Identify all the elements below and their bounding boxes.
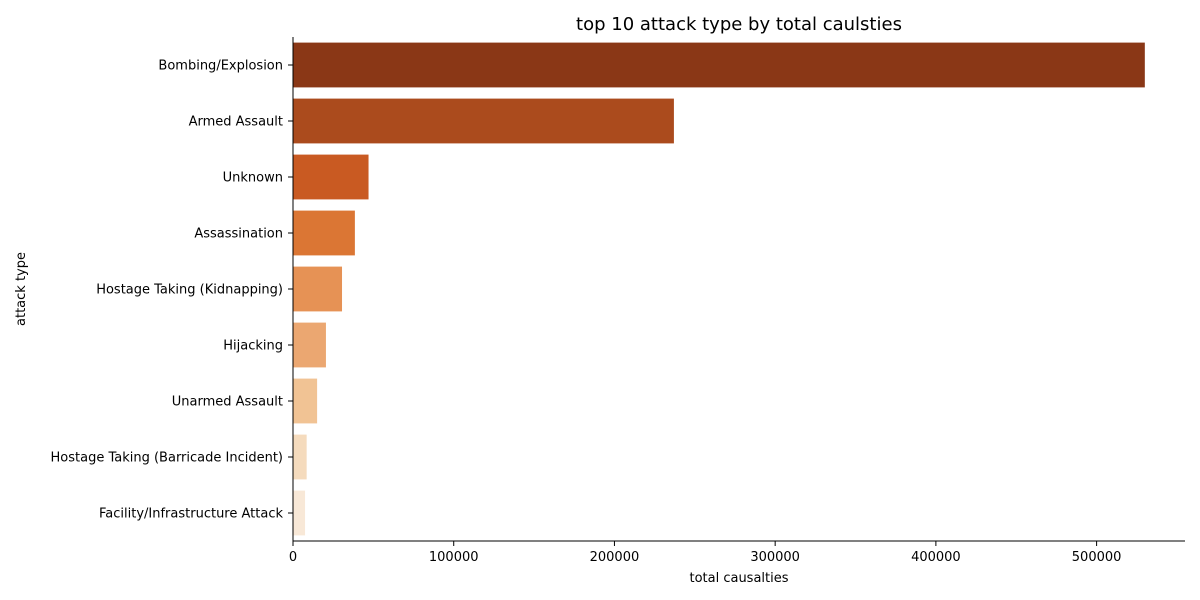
y-axis-label: attack type — [14, 252, 29, 326]
x-axis-label: total causalties — [689, 571, 788, 586]
y-tick-label: Hostage Taking (Kidnapping) — [96, 283, 283, 298]
x-tick-label: 500000 — [1072, 550, 1122, 565]
bar — [293, 154, 369, 200]
y-tick-label: Unknown — [223, 171, 283, 186]
y-tick-label: Unarmed Assault — [172, 395, 283, 410]
bar — [293, 210, 355, 256]
chart-title: top 10 attack type by total caulsties — [576, 14, 902, 35]
x-tick-label: 300000 — [750, 550, 800, 565]
y-tick-label: Hostage Taking (Barricade Incident) — [51, 451, 283, 466]
bars-group — [293, 42, 1145, 536]
bar — [293, 42, 1145, 88]
x-tick-label: 200000 — [590, 550, 640, 565]
bar — [293, 322, 326, 368]
y-axis-ticks: Bombing/Explosion Armed Assault Unknown Ass… — [51, 59, 293, 522]
y-tick-label: Hijacking — [223, 339, 283, 354]
x-tick-label: 100000 — [429, 550, 479, 565]
bar — [293, 490, 306, 536]
bar — [293, 98, 674, 144]
y-tick-label: Armed Assault — [189, 115, 283, 130]
bar — [293, 378, 318, 424]
y-tick-label: Assassination — [194, 227, 283, 242]
x-tick-label: 0 — [289, 550, 297, 565]
y-tick-label: Bombing/Explosion — [158, 59, 283, 74]
x-axis-ticks: 0 100000 200000 300000 400000 500000 — [289, 541, 1122, 565]
bar — [293, 434, 307, 480]
y-tick-label: Facility/Infrastructure Attack — [99, 507, 283, 522]
x-tick-label: 400000 — [911, 550, 961, 565]
bar — [293, 266, 343, 312]
